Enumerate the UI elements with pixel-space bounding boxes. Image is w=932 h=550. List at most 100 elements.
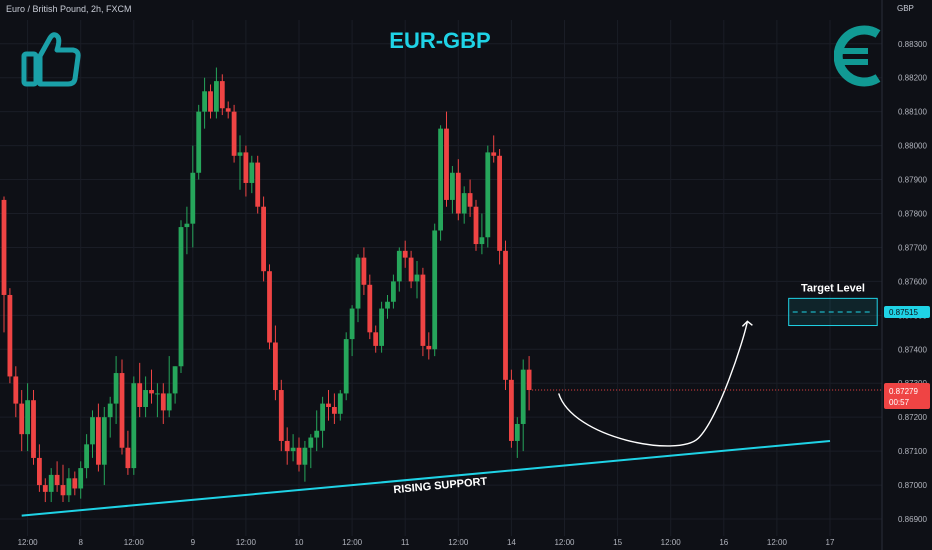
target-price-badge: [884, 305, 930, 318]
x-tick-label: 10: [295, 538, 304, 547]
candle-body: [273, 342, 278, 391]
euro-icon: [834, 25, 881, 87]
candle-body: [314, 430, 320, 438]
x-tick-label: 12:00: [18, 538, 39, 547]
candle-body: [7, 294, 13, 377]
grid: [0, 20, 882, 536]
candle-body: [137, 383, 143, 407]
y-tick-label: 0.88200: [898, 74, 927, 83]
candle-body: [37, 457, 42, 486]
candle-body: [172, 366, 178, 394]
x-tick-label: 16: [719, 538, 728, 547]
candle-body: [25, 400, 30, 435]
candle-body: [479, 237, 485, 245]
candle-body: [308, 437, 314, 448]
candle-body: [249, 162, 255, 183]
candle-body: [420, 274, 426, 346]
rising-support-trendline[interactable]: [21, 439, 831, 517]
candle-body: [54, 474, 60, 486]
currency-label: GBP: [897, 4, 914, 13]
candle-body: [391, 281, 396, 302]
chart-title: EUR-GBP: [389, 28, 491, 53]
y-tick-label: 0.87400: [898, 345, 927, 354]
candle-body: [373, 332, 379, 346]
target-price-label: 0.87515: [889, 308, 918, 317]
candle-body: [473, 206, 479, 245]
y-tick-label: 0.88300: [898, 40, 927, 49]
candle-body: [196, 111, 202, 173]
candle-body: [1, 199, 7, 295]
candle-body: [219, 81, 225, 109]
candle-body: [461, 193, 467, 214]
candle-body: [119, 373, 125, 448]
candle-body: [101, 417, 107, 465]
y-tick-label: 0.87800: [898, 210, 927, 219]
y-tick-label: 0.87200: [898, 413, 927, 422]
candle-body: [385, 301, 390, 309]
thumbs-up-icon: [21, 32, 81, 87]
candle-body: [237, 152, 243, 156]
candle-body: [485, 152, 491, 238]
candle-body: [149, 390, 154, 394]
candle-body: [231, 111, 237, 156]
candle-body: [491, 152, 497, 156]
projection-path: [558, 321, 749, 447]
candle-body: [190, 172, 196, 224]
candle-body: [178, 227, 184, 367]
candle-body: [426, 345, 432, 350]
candle-body: [143, 390, 148, 407]
candle-body: [208, 91, 213, 112]
y-tick-label: 0.87000: [898, 481, 927, 490]
x-tick-label: 12:00: [661, 538, 682, 547]
candle-body: [509, 379, 514, 441]
y-tick-label: 0.87700: [898, 243, 927, 252]
candle-body: [125, 447, 131, 469]
candle-body: [296, 447, 302, 465]
candle-body: [402, 250, 408, 258]
candle-body: [160, 393, 166, 411]
x-tick-label: 11: [401, 538, 410, 547]
x-tick-label: 9: [191, 538, 196, 547]
candle-body: [42, 485, 48, 492]
candle-body: [78, 468, 84, 489]
candle-body: [379, 308, 384, 346]
candle-body: [155, 393, 160, 395]
candle-body: [243, 152, 249, 183]
x-tick-label: 15: [613, 538, 622, 547]
candle-body: [432, 230, 438, 350]
candle-body: [202, 91, 207, 112]
y-tick-label: 0.88100: [898, 108, 927, 117]
candle-body: [131, 383, 137, 469]
candle-body: [332, 407, 337, 414]
x-tick-label: 12:00: [448, 538, 469, 547]
candle-body: [107, 403, 113, 418]
target-level-label: Target Level: [801, 282, 865, 294]
candle-body: [438, 128, 443, 231]
candle-body: [326, 403, 331, 407]
x-tick-label: 8: [78, 538, 83, 547]
candle-body: [66, 478, 72, 496]
x-tick-label: 12:00: [342, 538, 363, 547]
candle-body: [96, 417, 101, 465]
candle-body: [361, 257, 367, 285]
x-tick-label: 12:00: [236, 538, 257, 547]
candle-body: [261, 206, 266, 272]
candle-body: [302, 447, 308, 465]
candle-body: [166, 393, 172, 411]
candle-body: [408, 257, 414, 282]
candle-body: [503, 250, 508, 380]
y-tick-label: 0.87600: [898, 277, 927, 286]
x-tick-label: 12:00: [124, 538, 145, 547]
current-price-badge: [884, 383, 930, 410]
candle-body: [113, 373, 119, 404]
candle-body: [290, 447, 296, 452]
candles: [1, 67, 532, 503]
candle-body: [355, 257, 361, 309]
x-tick-label: 14: [507, 538, 516, 547]
candle-body: [320, 403, 325, 431]
symbol-title: Euro / British Pound, 2h, FXCM: [6, 4, 132, 14]
y-tick-label: 0.87100: [898, 447, 927, 456]
candle-body: [396, 250, 402, 282]
